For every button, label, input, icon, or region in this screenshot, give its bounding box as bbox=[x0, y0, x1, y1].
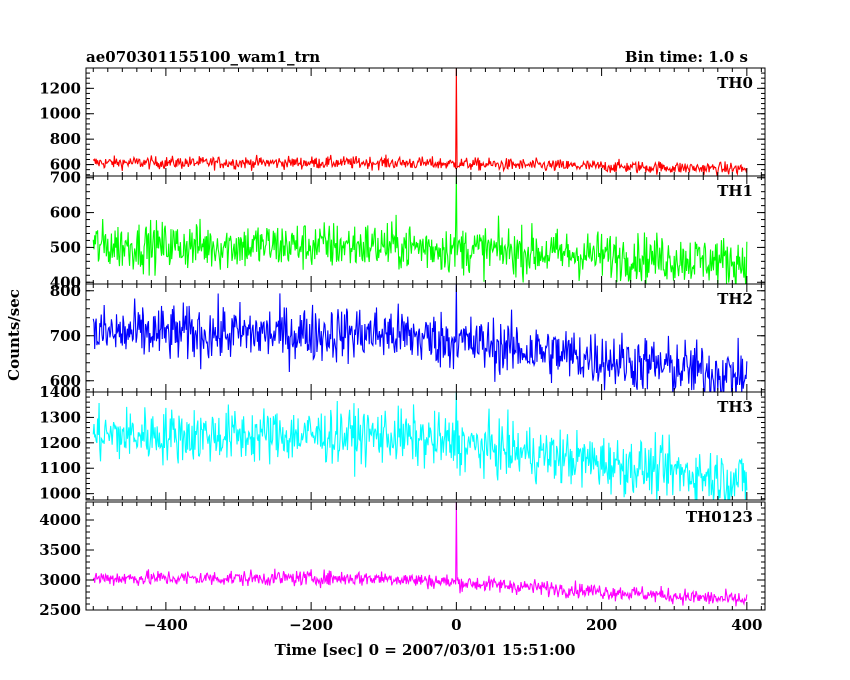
y-tick-label: 600 bbox=[50, 204, 81, 222]
y-tick-label: 3000 bbox=[39, 571, 81, 589]
y-tick-label: 1200 bbox=[39, 79, 81, 97]
y-tick-label: 1100 bbox=[39, 459, 81, 477]
y-tick-label: 800 bbox=[50, 130, 81, 148]
y-tick-label: 800 bbox=[50, 282, 81, 300]
panel-label: TH0 bbox=[717, 74, 753, 92]
y-tick-label: 4000 bbox=[39, 511, 81, 529]
panel-th0123: 2500 3000 3500 4000 TH0123 bbox=[39, 501, 766, 619]
y-tick-label: 600 bbox=[50, 156, 81, 174]
panel-th3: 1000 1100 1200 1300 1400 TH3 bbox=[39, 383, 766, 503]
series-line-th2 bbox=[92, 284, 748, 392]
panel-label: TH3 bbox=[717, 398, 753, 416]
panel-th0: 600 800 1000 1200 TH0 bbox=[39, 67, 766, 177]
panel-th2: 600 700 800 TH2 bbox=[50, 282, 766, 393]
y-tick-label: 500 bbox=[50, 238, 81, 256]
x-tick-label: 0 bbox=[451, 616, 461, 634]
panel-th1: 400 500 600 700 TH1 bbox=[50, 169, 766, 291]
y-tick-label: 600 bbox=[50, 372, 81, 390]
panel-frame bbox=[85, 391, 766, 501]
y-tick-label: 1400 bbox=[39, 383, 81, 401]
x-axis-label: Time [sec] 0 = 2007/03/01 15:51:00 bbox=[275, 641, 576, 659]
y-tick-label: 400 bbox=[50, 273, 81, 291]
y-axis-label: Counts/sec bbox=[5, 289, 23, 381]
x-tick-label: 200 bbox=[586, 616, 617, 634]
panel-label: TH1 bbox=[717, 182, 753, 200]
y-tick-label: 3500 bbox=[39, 541, 81, 559]
plot-title: ae070301155100_wam1_trn bbox=[86, 48, 320, 66]
panel-frame bbox=[85, 67, 766, 177]
y-tick-label: 2500 bbox=[39, 601, 81, 619]
series-line-th3 bbox=[92, 392, 748, 500]
x-tick-label: −200 bbox=[289, 616, 333, 634]
panel-label: TH0123 bbox=[686, 508, 753, 526]
x-tick-label: 400 bbox=[731, 616, 762, 634]
panel-label: TH2 bbox=[717, 290, 753, 308]
y-tick-label: 1200 bbox=[39, 434, 81, 452]
y-tick-label: 700 bbox=[50, 327, 81, 345]
series-line-th1 bbox=[92, 176, 748, 284]
x-tick-label: −400 bbox=[144, 616, 188, 634]
y-tick-label: 1000 bbox=[39, 485, 81, 503]
y-tick-label: 1000 bbox=[39, 105, 81, 123]
series-line-th0123 bbox=[92, 502, 748, 607]
bin-time-label: Bin time: 1.0 s bbox=[625, 48, 748, 66]
y-tick-label: 700 bbox=[50, 169, 81, 187]
y-tick-label: 1300 bbox=[39, 408, 81, 426]
series-line-th0 bbox=[92, 68, 748, 176]
